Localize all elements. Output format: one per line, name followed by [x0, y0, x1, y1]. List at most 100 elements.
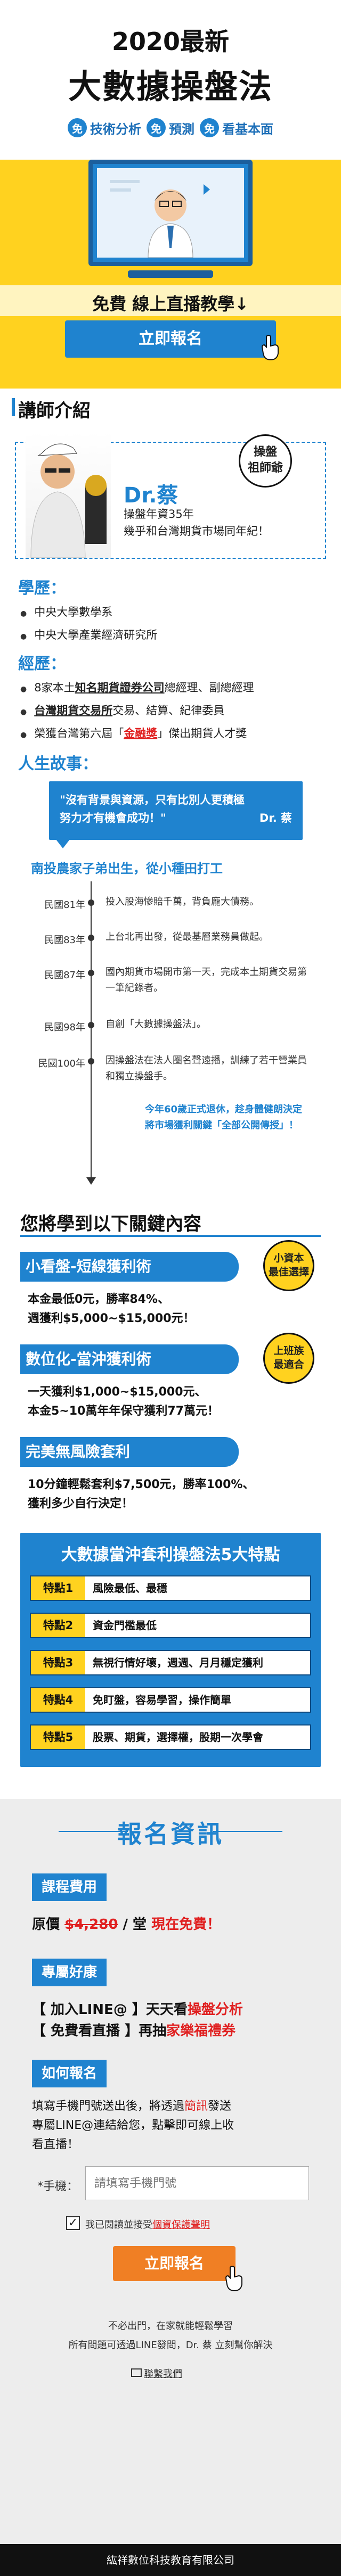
monitor-stand — [128, 270, 213, 278]
learn-tab: 小看盤-短線獲利術 — [20, 1252, 239, 1282]
bubble-line: 操盤 — [253, 445, 277, 459]
learn-line: 10分鐘輕鬆套利$7,500元，勝率100%、 — [28, 1478, 255, 1491]
hero-subtitle-strip — [0, 285, 341, 316]
text: 8家本土 — [34, 681, 75, 694]
text-emphasis: 簡訊 — [184, 2100, 208, 2113]
teacher-desc-line: 操盤年資35年 — [124, 508, 194, 521]
learn-line: 本金最低0元，勝率84%、 — [28, 1293, 169, 1306]
phone-label: *手機： — [37, 2180, 79, 2193]
feature-label: 特點2 — [31, 1614, 85, 1637]
free-badge: 免 — [200, 118, 219, 137]
quote-text: 努力才有機會成功！" — [60, 812, 166, 824]
text-emphasis: 台灣期貨交易所 — [34, 704, 113, 717]
timeline-year: 民國83年 — [44, 935, 85, 946]
text: 我已閱讀並接受 — [85, 2219, 152, 2231]
bonus-line: 【 加入LINE@ 】天天看操盤分析 — [32, 1999, 243, 2020]
timeline-text: 投入股海慘賠千萬，背負龐大債務。 — [105, 896, 259, 907]
quote-tail — [55, 839, 70, 848]
hero-title-year: 2020最新 — [111, 27, 230, 56]
timeline-arrow-icon — [86, 1177, 96, 1185]
timeline-text: 因操盤法在法人圈名聲遠播，訓練了若干營業員和獨立操盤手。 — [105, 1055, 307, 1082]
title-line — [213, 1831, 282, 1832]
free-badge: 免 — [147, 118, 166, 137]
timeline-closing-line: 將市場獲利關鍵「全部公開傳授」！ — [145, 1120, 298, 1131]
monitor-screen — [97, 168, 244, 258]
learn-tab: 數位化-當沖獲利術 — [20, 1344, 239, 1374]
free-now: 現在免費！ — [151, 1917, 221, 1933]
list-item: 中央大學產業經濟研究所 — [20, 624, 157, 647]
text: 【 加入LINE@ 】天天看 — [32, 2002, 188, 2018]
learn-line: 一天獲利$1,000~$15,000元、 — [28, 1385, 207, 1399]
text-emphasis: 家樂福禮券 — [166, 2023, 236, 2039]
feature-row: 特點5 股票、期貨，選擇權，股期一次學會 — [30, 1724, 311, 1750]
feature-row: 特點3 無視行情好壞，週週、月月穩定獲利 — [30, 1650, 311, 1675]
learn-line: 獲利多少自行決定！ — [28, 1497, 134, 1510]
timeline-dot — [88, 899, 94, 906]
title-bubble: 操盤 祖師爺 — [239, 434, 292, 488]
text: 原價 — [32, 1917, 60, 1933]
monitor-illustration — [88, 160, 253, 266]
consent-label: 我已閱讀並接受個資保護聲明 — [85, 2217, 210, 2231]
consent-checkbox[interactable]: ✓ — [66, 2216, 80, 2230]
timeline-year: 民國87年 — [44, 970, 85, 981]
note-line: 不必出門，在家就能輕鬆學習 — [108, 2321, 233, 2332]
timeline-dot — [88, 1058, 94, 1064]
hero-tag-label: 預測 — [169, 121, 194, 137]
timeline-year: 民國98年 — [44, 1022, 85, 1033]
text: 總經理、副總經理 — [164, 681, 254, 694]
badge-line: 最佳選擇 — [268, 1266, 309, 1278]
feature-row: 特點2 資金門檻最低 — [30, 1613, 311, 1638]
text: 交易、結算、紀律委員 — [112, 704, 225, 717]
submit-register-button[interactable]: 立即報名 — [113, 2246, 236, 2281]
feature-row: 特點1 風險最低、最穩 — [30, 1575, 311, 1601]
phone-input[interactable] — [85, 2166, 309, 2200]
privacy-link[interactable]: 個資保護聲明 — [152, 2219, 210, 2231]
hero-subtitle: 免費 線上直播教學↓ — [92, 294, 249, 314]
registration-title: 報名資訊 — [117, 1820, 224, 1848]
badge-line: 小資本 — [273, 1252, 304, 1264]
feature-text: 免盯盤，容易學習，操作簡單 — [93, 1694, 231, 1706]
register-now-button[interactable]: 立即報名 — [65, 320, 276, 358]
feature-row: 特點4 免盯盤，容易學習，操作簡單 — [30, 1687, 311, 1713]
section-bar — [12, 398, 15, 416]
pointer-hand-icon — [223, 2265, 246, 2292]
timeline-year: 民國100年 — [38, 1058, 85, 1069]
quote-line: "沒有背景與資源，只有比別人更積極 — [60, 794, 245, 806]
learn-body: 本金最低0元，勝率84%、 週獲利$5,000~$15,000元！ — [28, 1290, 195, 1328]
learn-badge: 上班族 最適合 — [263, 1333, 314, 1384]
quote-line: 努力才有機會成功！" Dr. 蔡 — [60, 809, 292, 827]
how-tag: 如何報名 — [32, 2060, 107, 2087]
learn-body: 一天獲利$1,000~$15,000元、 本金5~10萬年年保守獲利77萬元！ — [28, 1383, 219, 1421]
learn-heading: 您將學到以下關鍵內容 — [20, 1213, 201, 1235]
bonus-tag: 專屬好康 — [32, 1959, 107, 1986]
how-line: 專屬LINE@連結給您，點擊即可線上收 — [32, 2119, 234, 2132]
experience-list: 8家本土知名期貨證券公司總經理、副總經理 台灣期貨交易所交易、結算、紀律委員 榮… — [20, 677, 254, 746]
feature-label: 特點3 — [31, 1651, 85, 1674]
hero-tag: 免看基本面 — [200, 118, 273, 137]
text: 」傑出期貨人才獎 — [157, 727, 247, 740]
text-emphasis: 知名期貨證券公司 — [75, 681, 165, 694]
bonus-line: 【 免費看直播 】再抽家樂福禮券 — [32, 2020, 243, 2042]
learn-badge: 小資本 最佳選擇 — [263, 1240, 314, 1291]
hero-tag-label: 看基本面 — [222, 121, 273, 137]
text-emphasis: 操盤分析 — [187, 2002, 243, 2018]
text: 【 免費看直播 】再抽 — [32, 2023, 167, 2039]
feature-text: 資金門檻最低 — [93, 1619, 157, 1632]
note-line: 所有問題可透過LINE發問，Dr. 蔡 立刻幫你解決 — [68, 2340, 273, 2351]
fee-text: 原價 $4,280 / 堂 現在免費！ — [32, 1914, 221, 1935]
teacher-desc-line: 幾乎和台灣期貨市場同年紀！ — [124, 525, 269, 538]
register-now-label: 立即報名 — [139, 329, 202, 348]
feature-label: 特點4 — [31, 1688, 85, 1712]
hero-tags: 免技術分析 免預測 免看基本面 — [0, 118, 341, 137]
learn-line: 週獲利$5,000~$15,000元！ — [28, 1312, 195, 1325]
bubble-line: 祖師爺 — [247, 461, 283, 475]
learn-body: 10分鐘輕鬆套利$7,500元，勝率100%、 獲利多少自行決定！ — [28, 1475, 254, 1514]
feature-label: 特點1 — [31, 1576, 85, 1600]
contact-us-link[interactable]: 聯繫我們 — [144, 2368, 182, 2380]
text: 榮獲台灣第六屆「 — [34, 727, 124, 740]
quote-author: Dr. 蔡 — [259, 812, 292, 824]
submit-label: 立即報名 — [144, 2255, 204, 2272]
presenter-icon — [110, 180, 210, 258]
teacher-frame — [15, 442, 326, 559]
feature-text: 無視行情好壞，週週、月月穩定獲利 — [93, 1656, 263, 1669]
